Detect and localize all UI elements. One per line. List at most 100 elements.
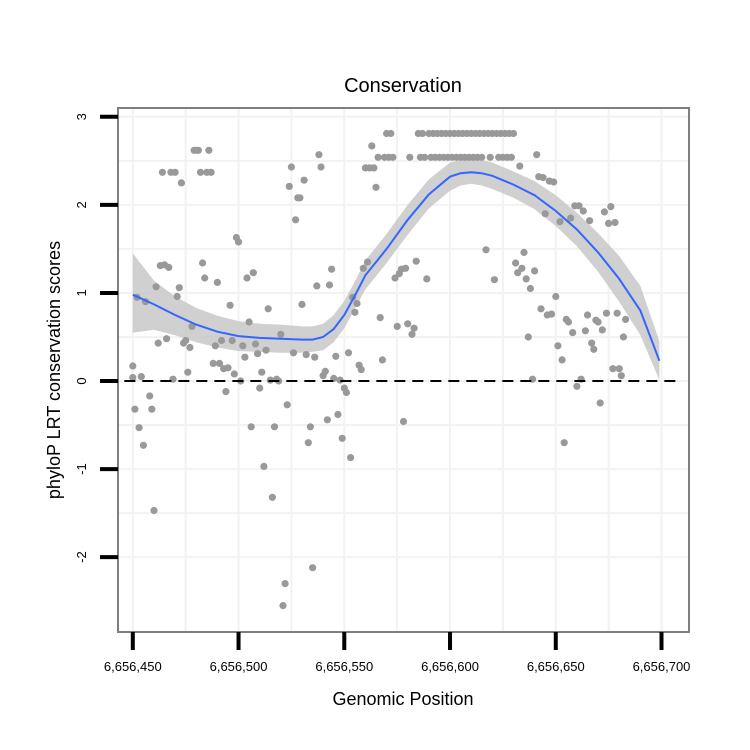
data-point [150, 506, 158, 515]
data-point [228, 336, 236, 345]
data-point [575, 202, 583, 210]
data-point [389, 153, 397, 161]
data-point [129, 373, 137, 382]
data-point [600, 208, 609, 216]
data-point [547, 310, 556, 318]
data-point [579, 207, 587, 215]
data-point [581, 327, 590, 335]
data-point [490, 276, 498, 284]
data-point [287, 163, 295, 171]
data-point [344, 349, 353, 357]
data-point [478, 153, 486, 161]
data-point [550, 178, 558, 186]
data-point [311, 353, 319, 361]
data-point [622, 315, 630, 323]
data-point [129, 362, 137, 370]
data-point [421, 153, 429, 161]
data-point [507, 153, 515, 161]
data-point [590, 345, 598, 353]
data-point [368, 142, 376, 150]
data-point [615, 365, 623, 373]
data-point [139, 441, 147, 449]
axis-ticks: 6,656,450 6,656,500 6,656,550 6,656,600 6,65… [74, 113, 690, 674]
x-tick-label: 6,656,500 [210, 659, 268, 674]
data-point [239, 342, 247, 350]
y-tick-label: 0 [74, 377, 89, 384]
data-point [406, 153, 414, 161]
data-point [292, 216, 300, 224]
data-point [617, 372, 625, 380]
data-point [607, 203, 615, 211]
data-point [328, 265, 336, 273]
data-point [154, 339, 162, 347]
data-point [135, 424, 143, 432]
smooth-trend-line [132, 171, 661, 362]
data-point [258, 368, 266, 376]
data-point [516, 162, 524, 170]
data-point [332, 352, 340, 360]
data-point [372, 183, 380, 191]
data-point [241, 353, 249, 361]
data-point [249, 269, 257, 277]
data-point [302, 351, 310, 359]
data-point [602, 309, 611, 317]
x-axis-label: Genomic Position [332, 689, 473, 709]
data-point [182, 336, 190, 345]
x-tick-label: 6,656,550 [315, 659, 373, 674]
data-point [268, 493, 276, 501]
x-tick-label: 6,656,650 [527, 659, 585, 674]
data-point [486, 153, 494, 161]
confidence-ribbon [132, 160, 660, 381]
data-point [215, 359, 224, 367]
smooth-line-layer [132, 171, 661, 362]
data-point [211, 342, 219, 350]
x-tick-label: 6,656,450 [104, 659, 162, 674]
data-points [129, 129, 630, 610]
data-point [586, 217, 594, 225]
y-tick-label: -2 [74, 551, 89, 563]
data-point [613, 309, 621, 317]
data-point [306, 423, 314, 431]
data-point [338, 434, 346, 442]
data-point [334, 410, 342, 419]
data-point [279, 602, 287, 610]
data-point [201, 274, 209, 282]
data-point [304, 439, 312, 447]
data-point [207, 168, 215, 176]
data-point [298, 300, 306, 308]
data-point [199, 259, 207, 267]
data-point [177, 179, 185, 187]
data-point [165, 263, 173, 271]
data-point [321, 367, 329, 375]
data-point [264, 305, 272, 313]
data-point [163, 335, 171, 343]
data-point [402, 264, 410, 272]
confidence-ribbon-layer [132, 160, 660, 381]
data-point [230, 370, 238, 378]
data-point [531, 267, 539, 275]
data-point [251, 340, 260, 348]
data-point [387, 129, 395, 138]
data-point [152, 283, 160, 291]
data-point [137, 373, 145, 381]
data-point [588, 339, 596, 347]
data-point [171, 168, 179, 176]
data-point [598, 326, 606, 334]
data-point [351, 308, 359, 316]
data-point [533, 151, 541, 159]
data-point [370, 164, 378, 172]
y-tick-label: 1 [74, 289, 89, 296]
data-point [605, 219, 613, 227]
data-point [583, 311, 592, 319]
data-point [560, 439, 568, 447]
data-point [594, 318, 602, 326]
data-point [511, 259, 520, 267]
data-point [245, 318, 253, 326]
data-point [315, 151, 323, 159]
data-point [363, 258, 372, 266]
y-tick-label: -1 [74, 463, 89, 475]
data-point [146, 392, 154, 400]
data-point [418, 129, 427, 138]
data-point [357, 366, 365, 374]
